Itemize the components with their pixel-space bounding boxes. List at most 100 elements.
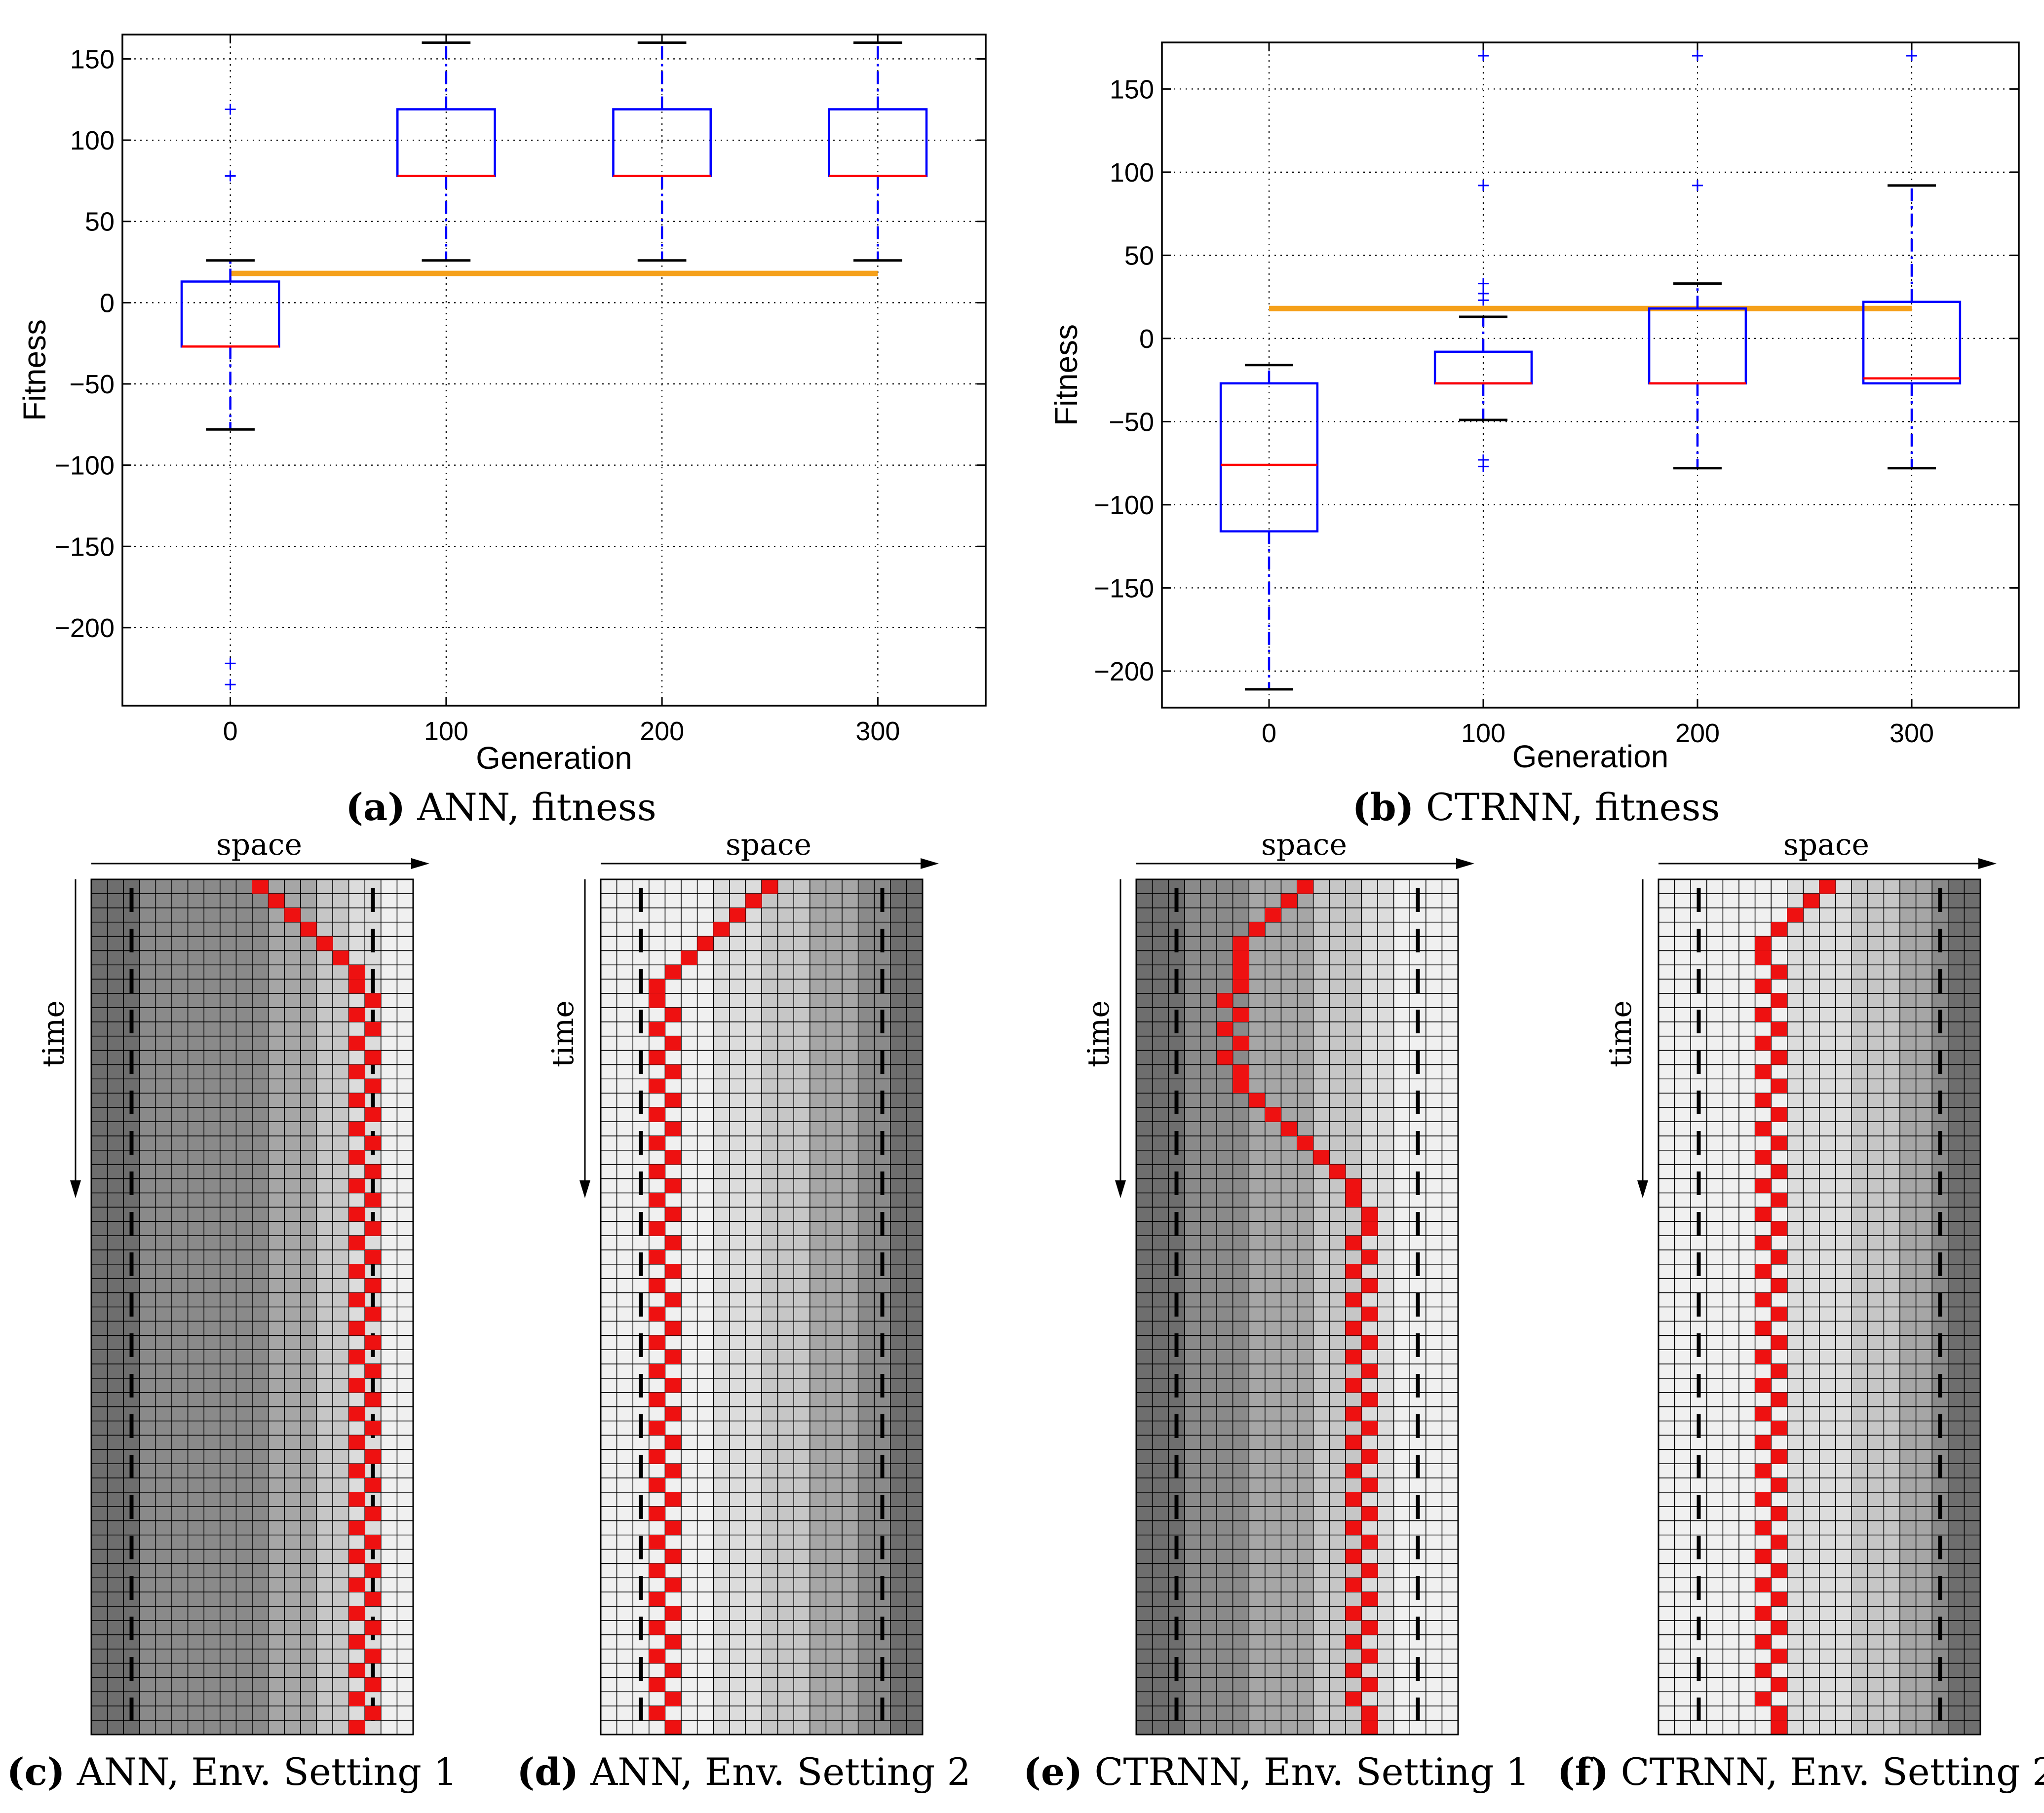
path-cell xyxy=(365,1278,381,1293)
caption: (f) CTRNN, Env. Setting 2 xyxy=(1557,1750,2044,1794)
path-cell xyxy=(1233,1064,1249,1079)
path-cell xyxy=(1345,1178,1362,1193)
path-cell xyxy=(649,1563,665,1578)
caption-letter: (e) xyxy=(1023,1750,1082,1794)
path-cell xyxy=(1755,1378,1772,1393)
y-tick-label: 100 xyxy=(70,126,115,155)
path-cell xyxy=(1755,1236,1772,1250)
x-tick-label: 0 xyxy=(223,717,238,746)
outlier-marker xyxy=(1478,461,1489,472)
path-cell xyxy=(1249,1093,1265,1108)
path-cell xyxy=(649,1392,665,1407)
path-cell xyxy=(1361,1563,1378,1578)
path-cell xyxy=(1755,1492,1772,1507)
y-tick-label: 50 xyxy=(85,207,115,237)
path-cell xyxy=(1361,1221,1378,1236)
path-cell xyxy=(649,1706,665,1721)
outlier-marker xyxy=(225,170,236,182)
path-cell xyxy=(649,1506,665,1521)
path-cell xyxy=(1755,979,1772,994)
path-cell xyxy=(1233,950,1249,965)
path-cell xyxy=(1345,1492,1362,1507)
path-cell xyxy=(1217,1050,1233,1065)
path-cell xyxy=(1755,1007,1772,1022)
path-cell xyxy=(1755,1464,1772,1478)
path-cell xyxy=(365,1079,381,1094)
x-tick-label: 200 xyxy=(640,717,684,746)
y-tick-label: −150 xyxy=(54,532,115,562)
y-tick-label: 150 xyxy=(1110,75,1154,104)
space-label: space xyxy=(1261,828,1347,862)
path-cell xyxy=(1755,1036,1772,1051)
path-cell xyxy=(1233,1036,1249,1051)
x-tick-label: 300 xyxy=(855,717,900,746)
path-cell xyxy=(348,1036,365,1051)
path-cell xyxy=(1361,1421,1378,1435)
path-cell xyxy=(1345,1406,1362,1421)
y-tick-label: 0 xyxy=(100,288,115,318)
outlier-marker xyxy=(1692,180,1703,191)
path-cell xyxy=(1281,1122,1297,1136)
path-cell xyxy=(252,879,269,894)
time-arrow-head xyxy=(1637,1180,1648,1198)
path-cell xyxy=(348,1406,365,1421)
path-cell xyxy=(1771,1278,1787,1293)
path-cell xyxy=(1819,879,1836,894)
space-arrow-head xyxy=(1978,858,1997,869)
x-axis-label: Generation xyxy=(1512,739,1669,774)
path-cell xyxy=(348,979,365,994)
path-cell xyxy=(365,1135,381,1150)
path-cell xyxy=(665,1036,681,1051)
chart-panel-b: 150 100 50 0 −50 −100 −150 −200 0 100 200 300 Genera… xyxy=(1048,41,2020,829)
path-cell xyxy=(1361,1335,1378,1350)
path-cell xyxy=(1771,922,1787,937)
path-cell xyxy=(649,1278,665,1293)
path-cell xyxy=(1755,1578,1772,1592)
y-tick-label: −100 xyxy=(1094,491,1154,520)
path-cell xyxy=(365,1677,381,1692)
caption: (c) ANN, Env. Setting 1 xyxy=(7,1750,458,1794)
caption: (b) CTRNN, fitness xyxy=(1352,785,1720,829)
caption-letter: (c) xyxy=(7,1750,65,1794)
path-cell xyxy=(1771,1107,1787,1122)
path-cell xyxy=(649,1620,665,1635)
path-cell xyxy=(365,1335,381,1350)
path-cell xyxy=(1771,1079,1787,1094)
path-cell xyxy=(365,1563,381,1578)
path-cell xyxy=(365,1506,381,1521)
path-cell xyxy=(1361,1535,1378,1549)
chart-panel-f: space time (f) CTRNN, Env. Setting 2 xyxy=(1557,828,2044,1794)
path-cell xyxy=(1755,1122,1772,1136)
caption-letter: (d) xyxy=(517,1750,578,1794)
path-cell xyxy=(1771,1335,1787,1350)
path-cell xyxy=(1361,1720,1378,1735)
time-label: time xyxy=(1604,1000,1638,1067)
path-cell xyxy=(1755,1406,1772,1421)
path-cell xyxy=(1771,1050,1787,1065)
y-axis-label: Fitness xyxy=(1048,324,1084,426)
path-cell xyxy=(1771,1249,1787,1264)
path-cell xyxy=(1755,950,1772,965)
path-cell xyxy=(665,1720,681,1735)
path-cell xyxy=(665,1007,681,1022)
path-cell xyxy=(1361,1278,1378,1293)
path-cell xyxy=(665,1350,681,1364)
grid-frame xyxy=(1135,878,1459,1736)
path-cell xyxy=(1345,1378,1362,1393)
path-cell xyxy=(1361,1649,1378,1663)
space-label: space xyxy=(216,828,302,862)
path-cell xyxy=(649,1421,665,1435)
path-cell xyxy=(649,1592,665,1607)
path-cell xyxy=(1361,1677,1378,1692)
path-cell xyxy=(1755,1435,1772,1450)
path-cell xyxy=(1771,1720,1787,1735)
outlier-marker xyxy=(225,104,236,115)
path-cell xyxy=(665,1178,681,1193)
space-label: space xyxy=(1783,828,1869,862)
y-axis-label: Fitness xyxy=(17,319,52,421)
path-cell xyxy=(316,936,333,951)
path-cell xyxy=(665,1492,681,1507)
grid-frame xyxy=(90,878,414,1736)
path-cell xyxy=(348,1435,365,1450)
y-tick-label: −200 xyxy=(1094,657,1154,686)
